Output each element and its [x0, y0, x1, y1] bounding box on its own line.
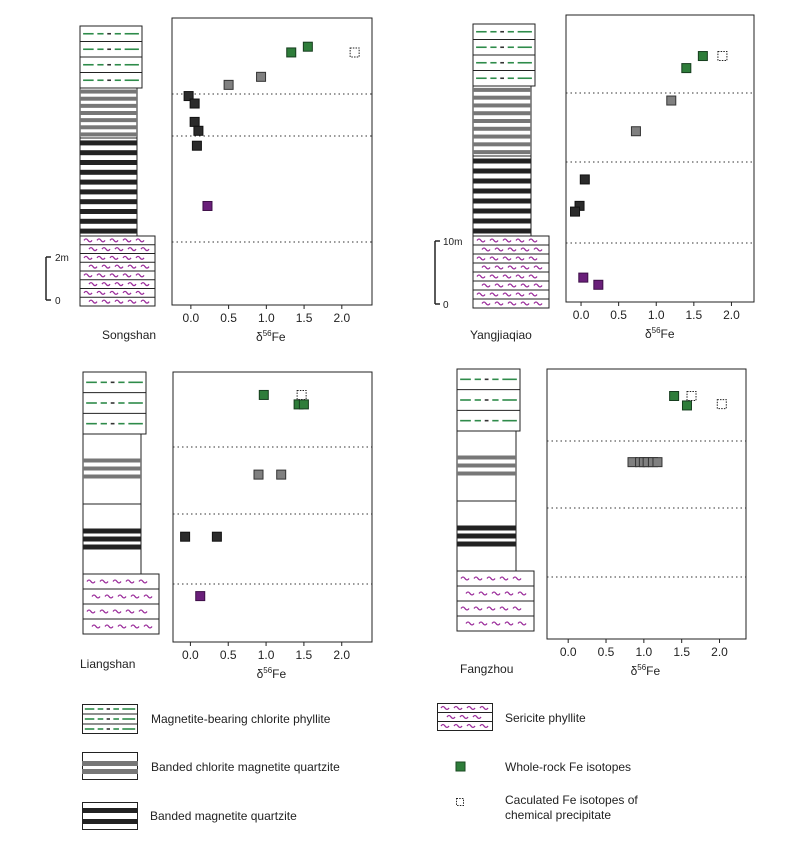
site-label: Songshan: [102, 328, 157, 342]
legend-swatch-sericite: [437, 703, 493, 731]
x-tick-label: 1.5: [673, 645, 690, 659]
data-point-sericite: [202, 200, 213, 211]
legend-label-sericite: Sericite phyllite: [505, 711, 586, 725]
legend-label-banded-chlorite: Banded chlorite magnetite quartzite: [151, 760, 340, 774]
x-tick-label: 0.0: [573, 308, 590, 322]
data-point-calculated: [716, 399, 727, 410]
x-tick-label: 1.0: [636, 645, 653, 659]
x-tick-label: 0.5: [598, 645, 615, 659]
legend-label-magnetite-phyllite: Magnetite-bearing chlorite phyllite: [151, 712, 331, 726]
x-axis-label: δ56Fe: [631, 663, 661, 678]
data-point-whole-rock: [286, 47, 297, 58]
data-point-calculated: [717, 51, 728, 62]
panel-songshan: 2m 0 0.0 0.5 1.0 1.5 2.0 δ56Fe Songshan: [20, 10, 380, 350]
legend-label-calculated-line2: chemical precipitate: [505, 808, 612, 822]
x-tick-label: 2.0: [333, 311, 350, 325]
data-point-sericite: [195, 591, 206, 602]
site-label: Fangzhou: [460, 662, 514, 676]
x-tick-label: 0.0: [182, 648, 199, 662]
data-point-black: [579, 174, 590, 185]
data-point-black: [189, 116, 200, 127]
scale-top-label: 2m: [55, 253, 69, 264]
data-point-black: [211, 531, 222, 542]
data-point-sericite: [593, 279, 604, 290]
legend-symbol-whole-rock: [455, 761, 466, 772]
x-tick-label: 1.5: [685, 308, 702, 322]
stratigraphic-column: [79, 25, 156, 307]
panel-liangshan: 0.0 0.5 1.0 1.5 2.0 δ56Fe Liangshan: [20, 362, 380, 692]
legend-label-calculated-line1: Caculated Fe isotopes of: [505, 793, 638, 807]
x-tick-label: 2.0: [711, 645, 728, 659]
x-axis-label: δ56Fe: [645, 326, 675, 341]
data-point-black: [183, 91, 194, 102]
data-point-black: [191, 140, 202, 151]
data-point-whole-rock: [258, 389, 269, 400]
stratigraphic-column: [472, 23, 550, 309]
chart-yangjiaqiao: 10m 0 0.0 0.5 1.0 1.5 2.0 δ56Fe: [434, 14, 755, 341]
x-tick-label: 0.5: [610, 308, 627, 322]
data-point-gray: [223, 79, 234, 90]
data-point-calculated: [349, 47, 360, 58]
x-tick-label: 0.5: [220, 648, 237, 662]
data-point-calculated: [296, 389, 307, 400]
plot-frame: [172, 371, 373, 643]
scale-bottom-label: 0: [443, 300, 449, 311]
data-point-black: [570, 206, 581, 217]
panel-yangjiaqiao: 10m 0 0.0 0.5 1.0 1.5 2.0 δ56Fe Yangjiaqiao: [410, 10, 790, 350]
x-axis-label: δ56Fe: [257, 666, 287, 681]
data-point-gray: [630, 126, 641, 137]
x-tick-label: 1.0: [648, 308, 665, 322]
legend-swatch-banded-magnetite: [82, 802, 138, 830]
data-point-sericite: [578, 272, 589, 283]
plot-frame: [546, 368, 747, 640]
chart-songshan: 2m 0 0.0 0.5 1.0 1.5 2.0 δ56Fe: [45, 17, 373, 344]
data-point-whole-rock: [669, 391, 680, 401]
legend-label-banded-magnetite: Banded magnetite quartzite: [150, 809, 297, 823]
panel-fangzhou: 0.0 0.5 1.0 1.5 2.0 δ56Fe Fangzhou: [400, 362, 760, 692]
chart-fangzhou: 0.0 0.5 1.0 1.5 2.0 δ56Fe: [456, 368, 747, 678]
legend-symbol-calculated: [456, 798, 464, 806]
legend-swatch-banded-chlorite: [82, 752, 138, 780]
data-point-whole-rock: [697, 51, 708, 62]
data-point-calculated: [686, 391, 697, 401]
data-point-gray: [253, 469, 264, 480]
data-point-whole-rock: [298, 399, 309, 410]
legend-swatch-magnetite-phyllite: [82, 704, 138, 734]
data-point-black: [193, 125, 204, 136]
data-point-gray: [276, 469, 287, 480]
data-point-gray: [256, 71, 267, 82]
x-tick-label: 2.0: [333, 648, 350, 662]
data-point-black: [189, 98, 200, 109]
x-tick-label: 1.0: [258, 311, 275, 325]
data-point-gray: [666, 95, 677, 106]
data-point-whole-rock: [681, 63, 692, 74]
data-point-whole-rock: [302, 41, 313, 52]
x-tick-label: 2.0: [723, 308, 740, 322]
scale-top-label: 10m: [443, 237, 462, 248]
chart-liangshan: 0.0 0.5 1.0 1.5 2.0 δ56Fe: [82, 371, 373, 681]
data-point-whole-rock: [681, 400, 692, 411]
scale-bar: 10m 0: [434, 237, 462, 311]
scale-bar: 2m 0: [45, 253, 69, 307]
plot-frame: [171, 17, 373, 306]
stratigraphic-column: [82, 371, 160, 635]
stratigraphic-column: [456, 368, 535, 632]
x-tick-label: 0.5: [220, 311, 237, 325]
x-tick-label: 1.5: [296, 648, 313, 662]
legend-label-whole-rock: Whole-rock Fe isotopes: [505, 760, 632, 774]
data-point-black: [180, 531, 191, 542]
site-label: Yangjiaqiao: [470, 328, 532, 342]
x-tick-label: 0.0: [183, 311, 200, 325]
scale-bottom-label: 0: [55, 296, 61, 307]
x-tick-label: 1.5: [296, 311, 313, 325]
data-point-gray: [652, 457, 663, 468]
x-tick-label: 0.0: [560, 645, 577, 659]
site-label: Liangshan: [80, 657, 136, 671]
plot-frame: [565, 14, 755, 303]
legend-label-calculated: Caculated Fe isotopes of chemical precip…: [505, 793, 638, 823]
x-axis-label: δ56Fe: [256, 329, 286, 344]
x-tick-label: 1.0: [258, 648, 275, 662]
